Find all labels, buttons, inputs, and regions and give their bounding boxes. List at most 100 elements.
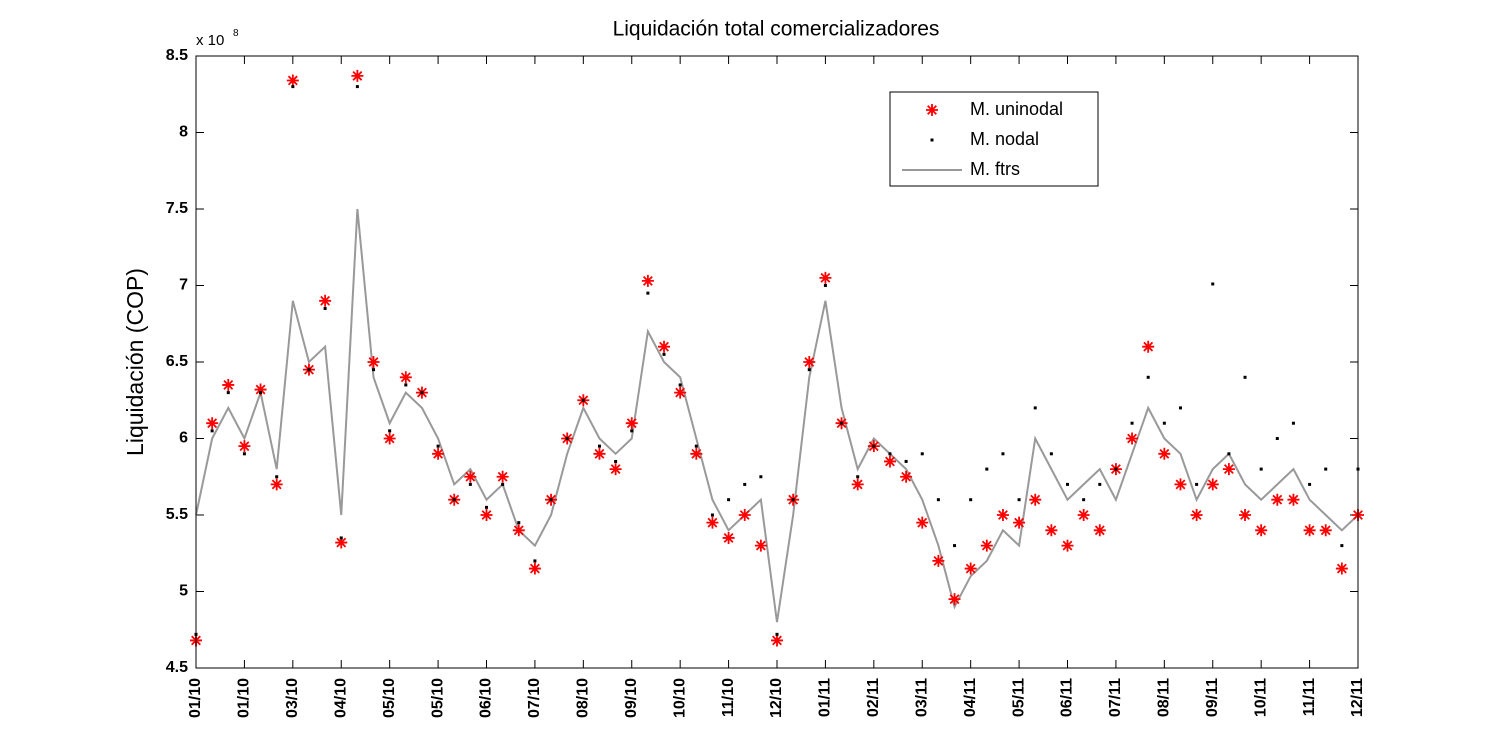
x-tick-label: 01/10	[187, 678, 204, 718]
asterisk-marker	[883, 455, 896, 468]
asterisk-marker	[1093, 524, 1106, 537]
y-tick-label: 5	[179, 583, 188, 600]
dot-marker	[468, 482, 472, 486]
dot-marker	[1291, 421, 1295, 425]
dot-marker	[1098, 482, 1102, 486]
dot-marker	[1049, 452, 1053, 456]
asterisk-marker	[1029, 493, 1042, 506]
x-tick-label: 05/10	[429, 678, 446, 718]
asterisk-marker	[1061, 539, 1074, 552]
x-tick-label: 11/10	[720, 678, 737, 717]
dot-marker	[517, 521, 521, 525]
dot-marker	[969, 498, 973, 502]
dot-marker	[1017, 498, 1021, 502]
asterisk-marker	[432, 447, 445, 460]
y-tick-label: 8.5	[166, 47, 188, 64]
dot-marker	[856, 475, 860, 479]
dot-marker	[710, 513, 714, 517]
x-tick-label: 05/11	[1010, 678, 1027, 717]
dot-marker	[743, 482, 747, 486]
dot-marker	[1033, 406, 1037, 410]
dot-marker	[1082, 498, 1086, 502]
asterisk-marker	[851, 478, 864, 491]
y-tick-label: 4.5	[166, 659, 188, 676]
dot-marker	[953, 544, 957, 548]
dot-marker	[1066, 482, 1069, 486]
dot-marker	[597, 444, 601, 448]
x-tick-label: 10/10	[671, 678, 688, 718]
x-tick-label: 06/10	[478, 678, 495, 718]
asterisk-marker	[286, 74, 299, 87]
x-tick-label: 12/11	[1349, 678, 1366, 717]
y-axis-label: Liquidación (COP)	[122, 268, 148, 456]
dot-marker	[452, 498, 456, 502]
dot-marker	[501, 482, 505, 486]
dot-marker	[662, 352, 666, 356]
dot-marker	[727, 498, 731, 502]
asterisk-marker	[1222, 463, 1235, 476]
legend-label: M. ftrs	[970, 159, 1020, 179]
x-tick-label: 02/11	[865, 678, 882, 717]
asterisk-marker	[1190, 509, 1203, 521]
asterisk-marker	[1206, 478, 1219, 491]
asterisk-marker	[1287, 493, 1300, 506]
dot-marker	[840, 421, 844, 425]
dot-marker	[355, 85, 359, 89]
asterisk-marker	[1158, 447, 1171, 460]
dot-marker	[920, 452, 924, 456]
dot-marker	[323, 306, 327, 310]
dot-marker	[614, 459, 618, 463]
x-tick-label: 09/10	[623, 678, 640, 718]
dot-marker	[1211, 282, 1215, 286]
asterisk-marker	[480, 509, 493, 521]
asterisk-marker	[335, 536, 348, 549]
dot-marker	[1259, 467, 1263, 471]
asterisk-marker	[1319, 524, 1332, 537]
asterisk-marker	[932, 554, 945, 567]
asterisk-marker	[1335, 562, 1348, 575]
asterisk-marker	[996, 509, 1009, 521]
asterisk-marker	[738, 509, 751, 521]
chart-title: Liquidación total comercializadores	[613, 18, 940, 41]
dot-marker	[275, 475, 279, 479]
dot-marker	[581, 398, 585, 402]
dot-marker	[210, 429, 214, 433]
asterisk-marker	[1239, 509, 1252, 521]
asterisk-marker	[819, 271, 832, 284]
asterisk-marker	[1255, 524, 1268, 537]
asterisk-marker	[641, 274, 654, 287]
plot-frame	[195, 55, 1359, 669]
x-tick-label: 06/11	[1059, 678, 1076, 717]
asterisk-marker	[1142, 340, 1155, 353]
x-tick-label: 01/11	[817, 678, 834, 717]
dot-marker	[1324, 467, 1328, 471]
asterisk-marker	[926, 104, 938, 116]
dot-marker	[985, 467, 989, 471]
dot-marker	[1227, 452, 1231, 456]
x-tick-label: 03/11	[913, 678, 930, 717]
asterisk-marker	[238, 440, 251, 453]
dot-marker	[1195, 482, 1199, 486]
x-tick-label: 04/10	[332, 678, 349, 718]
asterisk-marker	[609, 463, 622, 476]
asterisk-marker	[222, 378, 235, 391]
y-multiplier: x 10	[196, 32, 224, 49]
dot-marker	[1308, 482, 1312, 486]
dot-marker	[775, 632, 779, 636]
y-tick-label: 7	[179, 277, 188, 294]
dot-marker	[436, 444, 440, 448]
asterisk-marker	[1126, 432, 1139, 445]
y-tick-label: 5.5	[166, 506, 188, 523]
asterisk-marker	[254, 383, 267, 396]
x-tick-label: 01/10	[236, 678, 253, 718]
dot-marker	[1275, 437, 1279, 440]
dot-marker	[565, 437, 569, 440]
dot-marker	[388, 429, 392, 433]
dot-marker	[549, 498, 553, 502]
x-tick-label: 08/11	[1156, 678, 1173, 717]
dot-marker	[420, 391, 424, 395]
asterisk-marker	[270, 478, 283, 491]
asterisk-marker	[351, 69, 364, 82]
x-tick-label: 03/10	[284, 678, 301, 718]
